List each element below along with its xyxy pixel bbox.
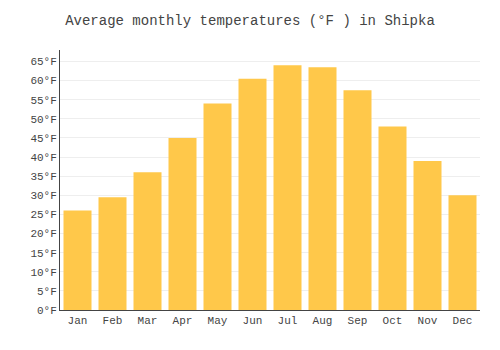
svg-text:Average monthly temperatures (: Average monthly temperatures (°F ) in Sh… (65, 13, 435, 29)
svg-text:Feb: Feb (103, 315, 123, 327)
svg-text:0°F: 0°F (37, 305, 57, 317)
svg-text:15°F: 15°F (30, 248, 56, 260)
svg-text:60°F: 60°F (30, 75, 56, 87)
svg-text:Sep: Sep (348, 315, 368, 327)
svg-text:Mar: Mar (138, 315, 158, 327)
svg-text:65°F: 65°F (30, 56, 56, 68)
svg-text:Nov: Nov (418, 315, 438, 327)
svg-text:10°F: 10°F (30, 267, 56, 279)
svg-text:30°F: 30°F (30, 190, 56, 202)
svg-text:Jul: Jul (278, 315, 298, 327)
svg-text:May: May (208, 315, 228, 327)
svg-text:45°F: 45°F (30, 133, 56, 145)
svg-text:Jan: Jan (68, 315, 88, 327)
svg-text:50°F: 50°F (30, 114, 56, 126)
svg-text:20°F: 20°F (30, 228, 56, 240)
svg-text:Dec: Dec (453, 315, 473, 327)
svg-text:Jun: Jun (243, 315, 263, 327)
svg-text:55°F: 55°F (30, 95, 56, 107)
svg-text:25°F: 25°F (30, 209, 56, 221)
svg-text:Aug: Aug (313, 315, 333, 327)
svg-text:35°F: 35°F (30, 171, 56, 183)
svg-text:5°F: 5°F (37, 286, 57, 298)
svg-text:Apr: Apr (173, 315, 193, 327)
svg-text:Oct: Oct (383, 315, 403, 327)
svg-text:40°F: 40°F (30, 152, 56, 164)
